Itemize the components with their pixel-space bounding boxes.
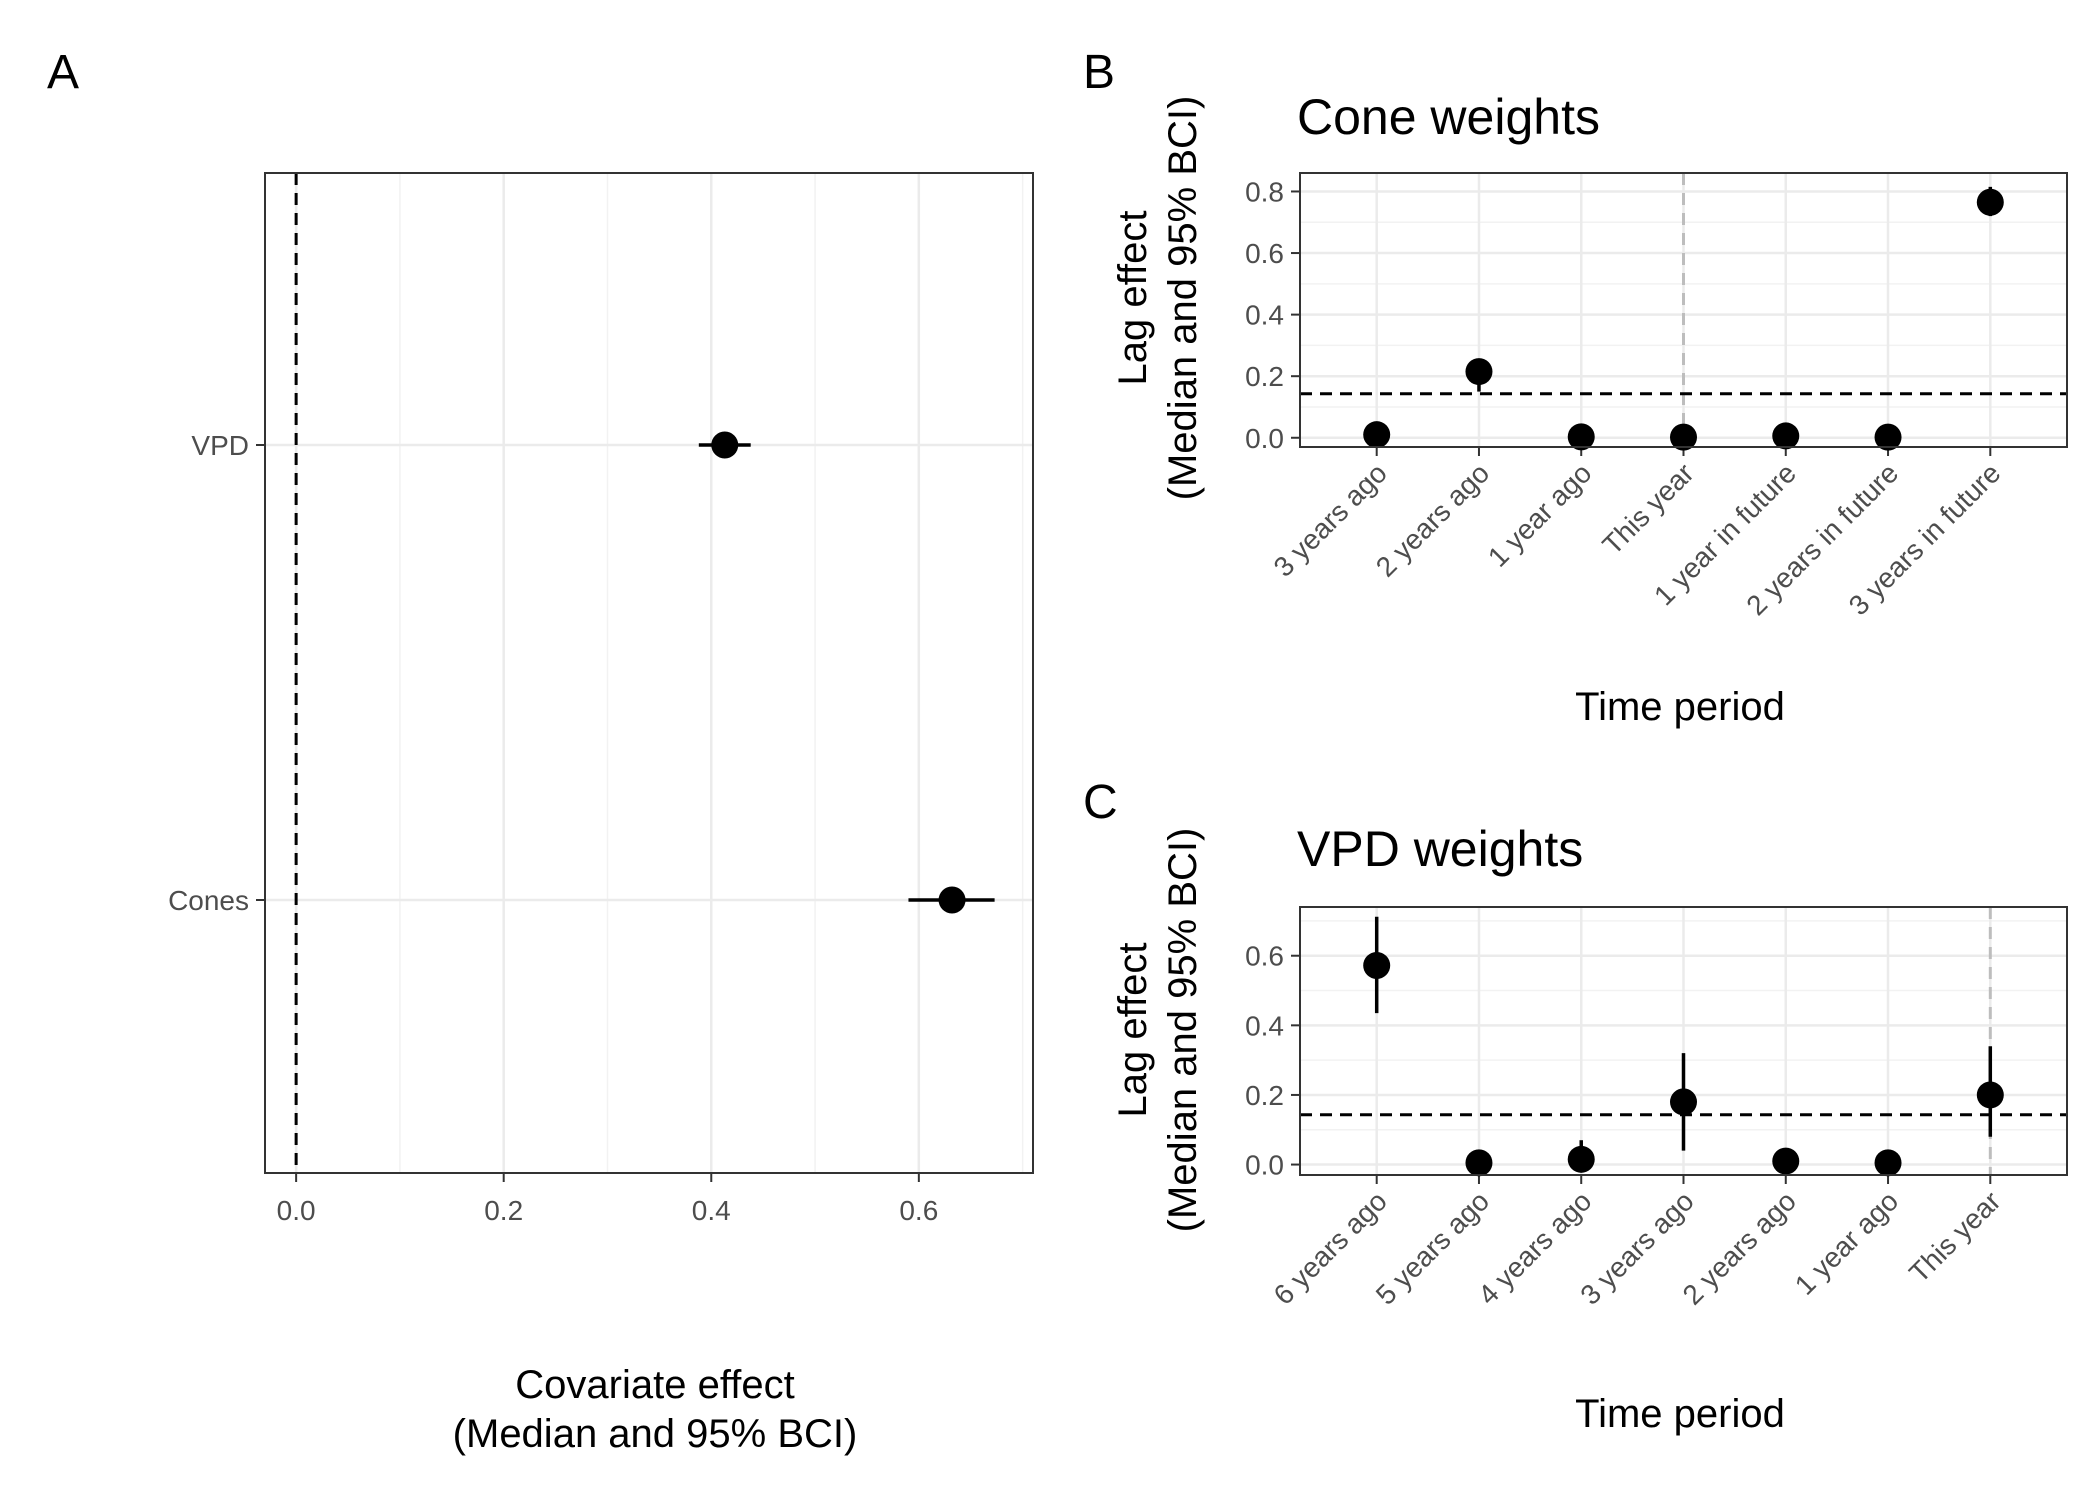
panel-b-point (1670, 423, 1697, 451)
panel-c-y-tick-label: 0.6 (1245, 941, 1284, 972)
panel-b-x-tick-label: This year (1596, 457, 1699, 560)
panel-label-b: B (1083, 46, 1115, 99)
panel-a-x-tick-label: 0.2 (484, 1195, 523, 1226)
panel-c-point (1567, 1145, 1595, 1173)
panel-b-y-tick-label: 0.2 (1245, 361, 1284, 392)
panel-a-xlabel-line2: (Median and 95% BCI) (453, 1412, 858, 1456)
panel-b-point (1772, 422, 1800, 450)
panel-a-point (938, 886, 966, 914)
panel-a-x-tick-label: 0.6 (899, 1195, 938, 1226)
panel-b-border (1299, 172, 2068, 448)
panel-a-background (265, 173, 1033, 1173)
panel-a-x-tick-label: 0.0 (277, 1195, 316, 1226)
panel-c-y-tick-label: 0.0 (1245, 1150, 1284, 1181)
panel-b-point (1567, 423, 1595, 451)
panel-c-point (1874, 1149, 1902, 1177)
panel-c-x-tick-label: This year (1903, 1185, 2006, 1288)
panel-c-ylabel-line2: (Median and 95% BCI) (1161, 828, 1205, 1233)
panel-c-y-tick-label: 0.2 (1245, 1080, 1284, 1111)
panel-b-y-tick-label: 0.8 (1245, 176, 1284, 207)
panel-a-border (264, 172, 1034, 1174)
panel-a-point (711, 431, 739, 459)
panel-b-y-tick-label: 0.6 (1245, 238, 1284, 269)
panel-c-ylabel-line1: Lag effect (1111, 943, 1155, 1118)
panel-label-a: A (47, 46, 79, 99)
panel-b-ylabel-line2: (Median and 95% BCI) (1161, 96, 1205, 501)
panel-b-point (1363, 421, 1391, 449)
panel-c-point (1670, 1088, 1697, 1116)
panel-a-y-tick-label: Cones (168, 885, 249, 916)
panel-c-title: VPD weights (1297, 821, 1583, 877)
panel-b-ylabel-line1: Lag effect (1111, 211, 1155, 386)
panel-c-border (1299, 906, 2068, 1176)
panel-a-xlabel-line1: Covariate effect (515, 1363, 794, 1407)
panel-b-x-tick-label: 1 year ago (1482, 457, 1597, 572)
panel-a-plot: 0.0 0.2 0.4 0.6 VPD Cones (168, 172, 1034, 1226)
panel-c-point (1772, 1147, 1800, 1175)
panel-b-point (1976, 188, 2004, 216)
panel-c-x-tick-label: 1 year ago (1789, 1185, 1904, 1300)
panel-b-title: Cone weights (1297, 89, 1600, 145)
panel-b-y-tick-label: 0.4 (1245, 300, 1284, 331)
panel-a-y-tick-label: VPD (191, 430, 249, 461)
panel-b-y-tick-label: 0.0 (1245, 423, 1284, 454)
panel-c-point (1465, 1149, 1493, 1177)
panel-b-xlabel: Time period (1575, 685, 1785, 729)
panel-c-xlabel: Time period (1575, 1392, 1785, 1436)
panel-c-point (1976, 1081, 2004, 1109)
panel-a-x-tick-label: 0.4 (692, 1195, 731, 1226)
panel-c-y-tick-label: 0.4 (1245, 1010, 1284, 1041)
panel-c-point (1363, 951, 1391, 979)
panel-label-c: C (1083, 776, 1118, 829)
panel-b-point (1465, 358, 1493, 386)
panel-b-point (1874, 423, 1902, 451)
